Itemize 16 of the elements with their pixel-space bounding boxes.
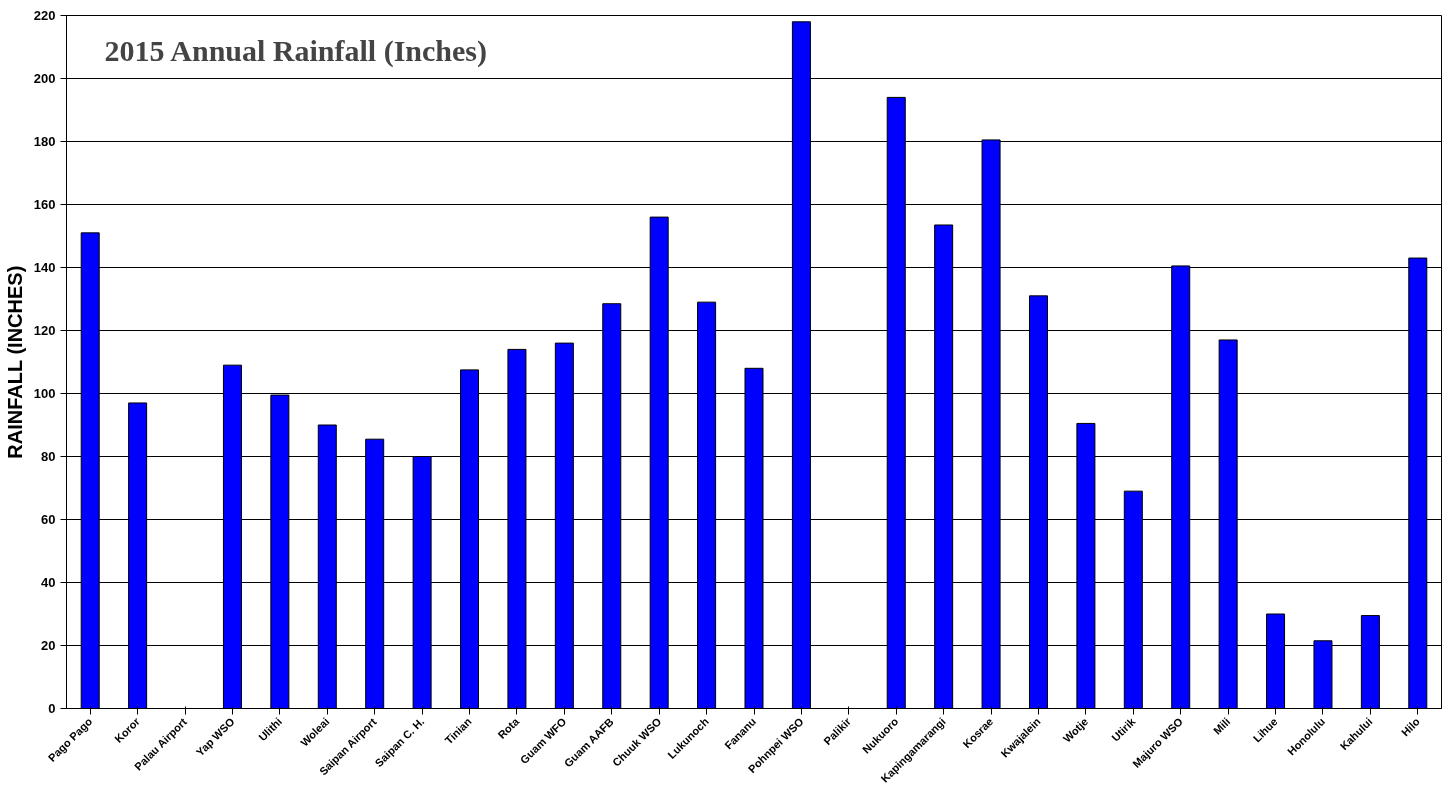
y-tick-label: 100 bbox=[33, 386, 56, 401]
y-tick-label: 20 bbox=[41, 638, 56, 653]
x-tick-label: Hilo bbox=[1398, 715, 1423, 739]
y-tick-label: 120 bbox=[33, 323, 56, 338]
y-tick-label: 0 bbox=[48, 701, 56, 716]
y-tick-label: 80 bbox=[41, 449, 56, 464]
y-tick-label: 220 bbox=[33, 8, 56, 23]
y-tick-label: 180 bbox=[33, 134, 56, 149]
y-tick-label: 200 bbox=[33, 71, 56, 86]
y-tick-label: 60 bbox=[41, 512, 56, 527]
x-tick-label: Mili bbox=[1210, 715, 1233, 737]
y-tick-label: 40 bbox=[41, 575, 56, 590]
text: 2015 Annual Rainfall (Inches) bbox=[104, 34, 488, 69]
y-axis-title: RAINFALL (INCHES) bbox=[3, 265, 26, 459]
y-tick-label: 140 bbox=[33, 260, 56, 275]
y-tick-label: 160 bbox=[33, 197, 56, 212]
